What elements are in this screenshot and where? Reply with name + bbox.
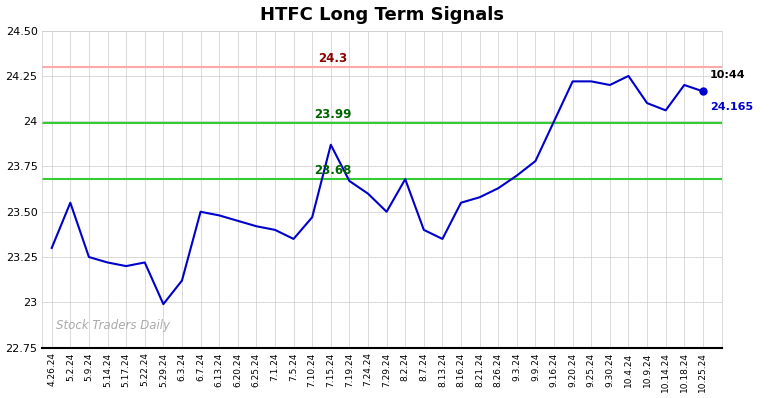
Text: 10:44: 10:44 (710, 70, 746, 80)
Point (697, 88, 710, 94)
Text: 23.68: 23.68 (314, 164, 352, 177)
Title: HTFC Long Term Signals: HTFC Long Term Signals (260, 6, 504, 23)
Text: 24.165: 24.165 (710, 102, 753, 113)
Text: 23.99: 23.99 (314, 108, 352, 121)
Text: 24.3: 24.3 (318, 52, 347, 65)
Text: Stock Traders Daily: Stock Traders Daily (56, 319, 170, 332)
